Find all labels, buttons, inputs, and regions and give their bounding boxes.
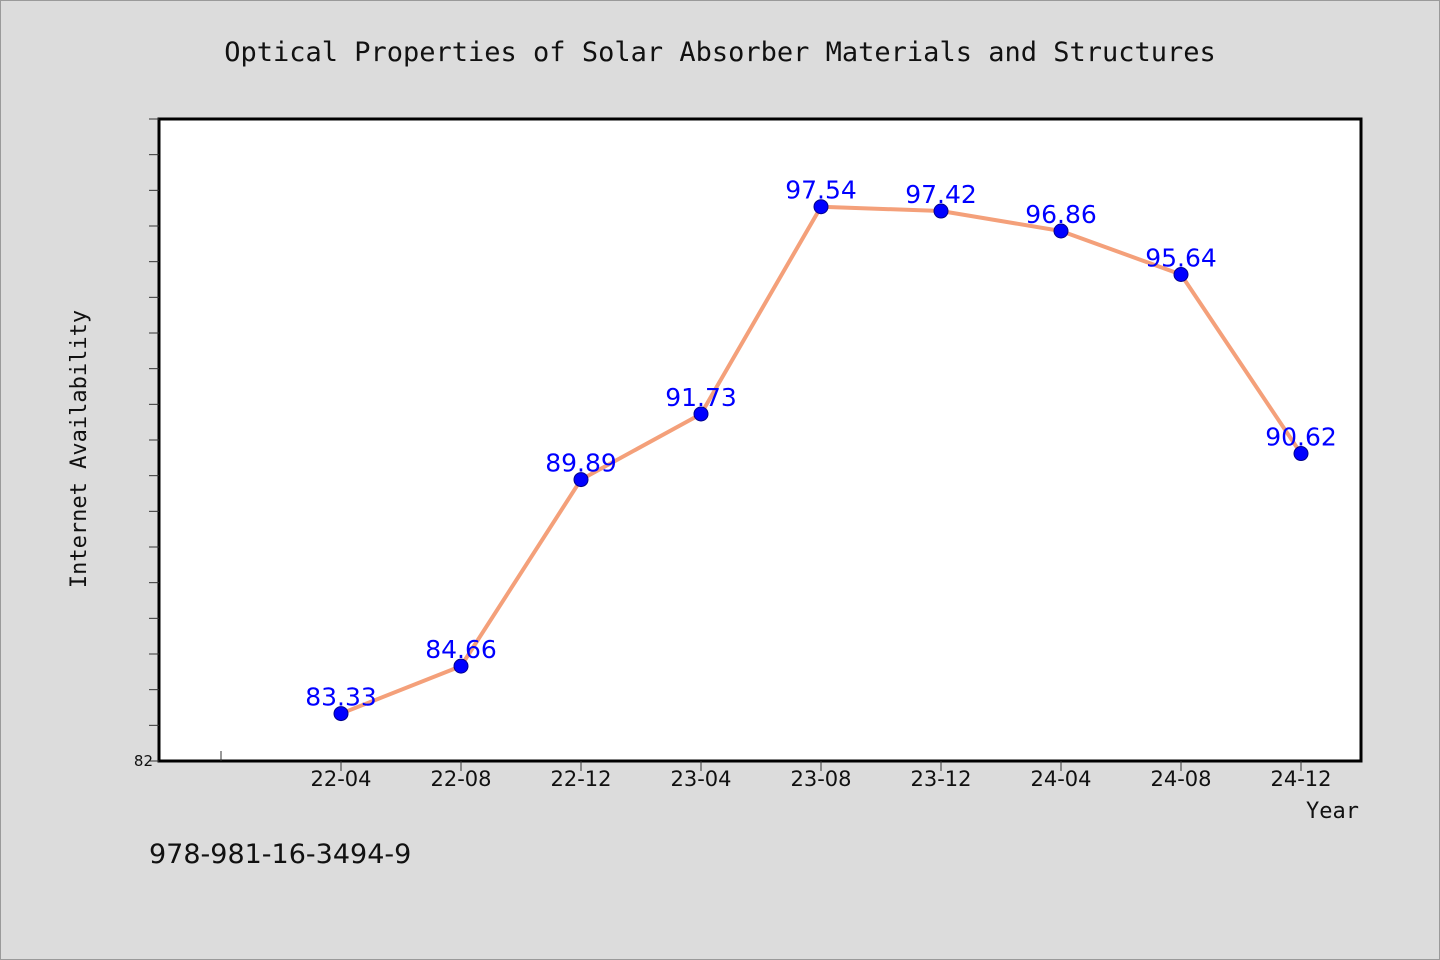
data-label: 89.89 [545,449,617,478]
x-axis-label: Year [1306,799,1359,824]
data-point [1293,446,1309,462]
x-tick-labels: 22-04 22-08 22-12 23-04 23-08 23-12 24-04 24-08… [310,767,1331,791]
data-label: 83.33 [305,683,377,712]
x-tick-label: 22-08 [430,767,491,791]
y-axis-label: Internet Availability [67,310,92,588]
data-label: 95.64 [1145,244,1217,273]
data-point [1173,267,1189,283]
data-point [453,658,469,674]
x-tick-label: 23-12 [910,767,971,791]
x-tick-label: 24-04 [1030,767,1091,791]
data-labels: 83.33 84.66 89.89 91.73 97.54 97.42 96.86 95.64… [305,176,1337,712]
data-label: 96.86 [1025,200,1097,229]
x-tick-label: 23-04 [670,767,731,791]
x-tick-label: 24-08 [1150,767,1211,791]
data-point [933,203,949,219]
data-label: 90.62 [1265,423,1337,452]
y-axis-ticks [149,118,159,762]
data-label: 91.73 [665,383,737,412]
x-tick-label: 23-08 [790,767,851,791]
y-tick-labels: 82 [134,752,153,770]
series-markers [333,199,1309,722]
data-point [573,472,589,488]
data-point [1053,223,1069,239]
x-axis-ticks [220,751,1302,771]
x-tick-label: 24-12 [1270,767,1331,791]
chart-title: Optical Properties of Solar Absorber Mat… [224,37,1216,68]
data-label: 97.42 [905,180,977,209]
data-label: 97.54 [785,176,857,205]
data-point [813,199,829,215]
data-label: 84.66 [425,635,497,664]
isbn-text: 978-981-16-3494-9 [149,839,411,870]
data-point [693,406,709,422]
x-tick-label: 22-04 [310,767,371,791]
x-tick-label: 22-12 [550,767,611,791]
y-tick-label: 82 [134,752,153,770]
plot-area [157,117,1363,763]
data-point [333,706,349,722]
